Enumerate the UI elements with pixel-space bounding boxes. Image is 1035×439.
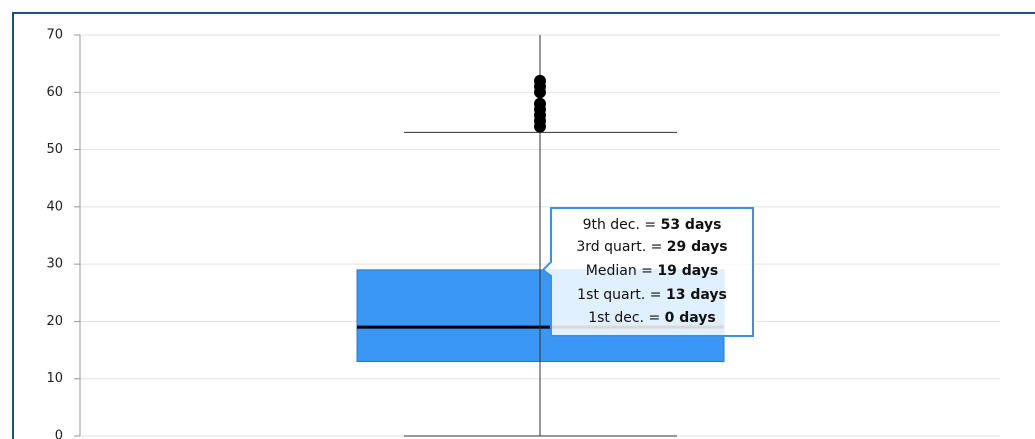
y-tick-label: 30 (46, 257, 63, 272)
y-tick-label: 20 (46, 314, 63, 329)
tooltip-value: 13 days (666, 287, 727, 303)
tooltip-label: 3rd quart. = (576, 239, 662, 255)
tooltip-label: Median = (586, 263, 653, 279)
y-tick-label: 40 (46, 199, 63, 214)
tooltip-label: 1st quart. = (577, 287, 661, 303)
tooltip-value: 29 days (667, 239, 728, 255)
tooltip-line: Median = 19 days (586, 263, 718, 279)
tooltip-line: 1st dec. = 0 days (588, 310, 716, 326)
frame (12, 12, 1035, 439)
flier (534, 97, 546, 110)
flier (534, 74, 546, 87)
tooltip-box (541, 207, 754, 337)
y-tick-label: 50 (46, 142, 63, 157)
tooltip-line: 9th dec. = 53 days (583, 217, 722, 233)
y-tick-label: 0 (55, 429, 63, 439)
tooltip-value: 53 days (661, 217, 722, 233)
tooltip-value: 0 days (665, 310, 716, 326)
y-tick-label: 10 (46, 371, 63, 386)
tooltip-label: 9th dec. = (583, 217, 657, 233)
tooltip: 9th dec. = 53 days 3rd quart. = 29 days Me… (541, 207, 754, 337)
tooltip-label: 1st dec. = (588, 310, 660, 326)
tooltip-value: 19 days (657, 263, 718, 279)
y-tick-label: 60 (46, 85, 63, 100)
tooltip-line: 1st quart. = 13 days (577, 287, 727, 303)
y-tick-label: 70 (46, 28, 63, 43)
tooltip-line: 3rd quart. = 29 days (576, 239, 727, 255)
